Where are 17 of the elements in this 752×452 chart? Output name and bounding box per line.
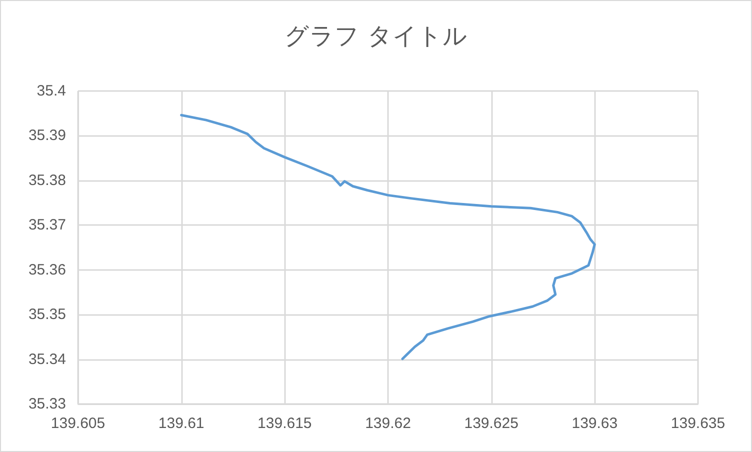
y-tick-label: 35.34: [28, 350, 66, 368]
x-tick-label: 139.635: [670, 415, 726, 432]
x-tick-label: 139.63: [572, 415, 618, 432]
line-series: [180, 114, 596, 360]
x-tick-label: 139.625: [464, 415, 518, 432]
y-tick-label: 35.38: [28, 172, 66, 189]
y-tick-label: 35.39: [28, 127, 66, 144]
x-tick-label: 139.605: [50, 415, 106, 432]
x-tick-label: 139.615: [258, 415, 312, 432]
y-tick-label: 35.35: [28, 306, 66, 324]
y-tick-label: 35.33: [28, 396, 66, 412]
y-tick-label: 35.37: [28, 216, 66, 234]
y-tick-label: 35.36: [28, 261, 66, 278]
x-tick-label: 139.61: [158, 415, 204, 432]
x-tick-label: 139.62: [365, 415, 411, 432]
y-tick-label: 35.4: [36, 82, 66, 100]
chart-title: グラフ タイトル: [284, 22, 468, 50]
